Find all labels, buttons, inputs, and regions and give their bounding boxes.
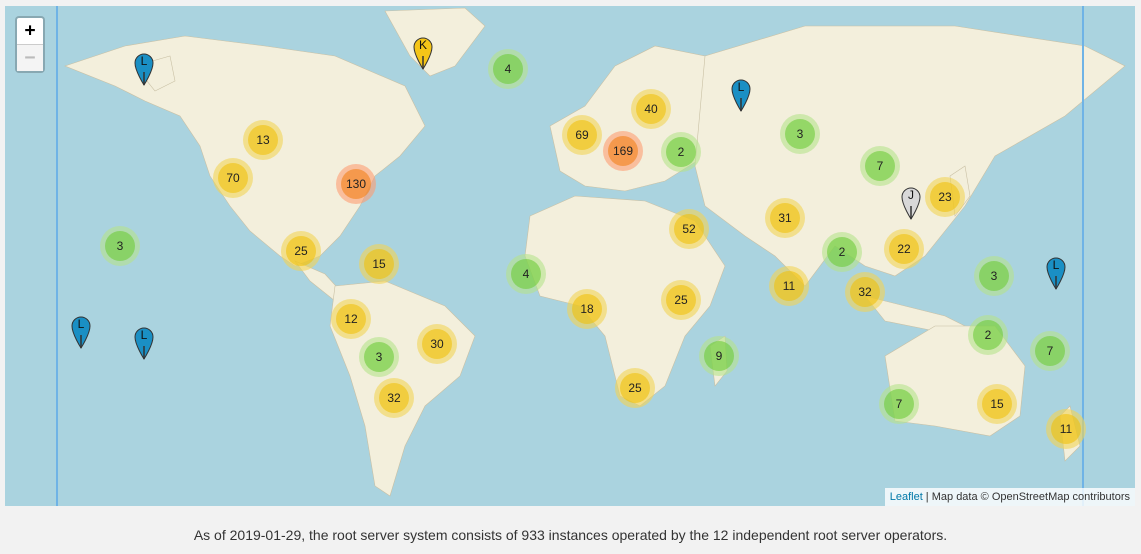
attribution-separator: | — [922, 491, 932, 503]
pin-letter: L — [140, 328, 148, 342]
zoom-out-button[interactable]: − — [17, 45, 43, 71]
cluster-count: 52 — [674, 214, 704, 244]
pin-letter: L — [140, 54, 148, 68]
cluster-count: 13 — [248, 125, 278, 155]
pin-letter: J — [908, 188, 914, 202]
cluster-marker[interactable]: 32 — [845, 272, 885, 312]
cluster-marker[interactable]: 3 — [974, 256, 1014, 296]
pin-letter: K — [418, 38, 427, 52]
cluster-count: 25 — [666, 285, 696, 315]
leaflet-link[interactable]: Leaflet — [889, 491, 923, 503]
cluster-count: 15 — [982, 389, 1012, 419]
cluster-count: 3 — [785, 119, 815, 149]
zoom-in-button[interactable]: + — [17, 18, 43, 45]
cluster-count: 31 — [770, 203, 800, 233]
root-server-pin-icon[interactable]: L — [134, 326, 154, 360]
world-map[interactable]: + − 4 40 69 169 2 3 7 23 13 70 130 3 25 15 4 52 31 2 22 3 11… — [5, 6, 1135, 506]
cluster-marker[interactable]: 13 — [243, 120, 283, 160]
cluster-marker[interactable]: 31 — [765, 198, 805, 238]
cluster-count: 11 — [774, 271, 804, 301]
cluster-marker[interactable]: 22 — [884, 229, 924, 269]
cluster-marker[interactable]: 30 — [417, 324, 457, 364]
root-server-pin-icon[interactable]: L — [1046, 256, 1066, 290]
root-server-pin-icon[interactable]: J — [901, 186, 921, 220]
cluster-count: 2 — [827, 237, 857, 267]
cluster-marker[interactable]: 7 — [1030, 331, 1070, 371]
cluster-marker[interactable]: 2 — [661, 132, 701, 172]
map-attribution: Leaflet | Map data © OpenStreetMap contr… — [884, 488, 1135, 506]
cluster-marker[interactable]: 11 — [769, 266, 809, 306]
cluster-marker[interactable]: 25 — [661, 280, 701, 320]
cluster-count: 2 — [973, 320, 1003, 350]
map-tiles — [56, 6, 1126, 506]
cluster-marker[interactable]: 70 — [213, 158, 253, 198]
cluster-marker[interactable]: 23 — [925, 177, 965, 217]
cluster-count: 4 — [511, 259, 541, 289]
cluster-count: 169 — [608, 136, 638, 166]
cluster-count: 3 — [979, 261, 1009, 291]
cluster-marker[interactable]: 15 — [359, 244, 399, 284]
attribution-text: Map data © OpenStreetMap contributors — [931, 491, 1130, 503]
cluster-marker[interactable]: 12 — [331, 299, 371, 339]
cluster-count: 3 — [364, 342, 394, 372]
cluster-count: 30 — [422, 329, 452, 359]
cluster-marker[interactable]: 32 — [374, 378, 414, 418]
cluster-marker[interactable]: 52 — [669, 209, 709, 249]
cluster-marker[interactable]: 15 — [977, 384, 1017, 424]
root-server-pin-icon[interactable]: L — [71, 315, 91, 349]
pin-letter: L — [1052, 258, 1060, 272]
cluster-marker[interactable]: 11 — [1046, 409, 1086, 449]
cluster-count: 70 — [218, 163, 248, 193]
cluster-count: 4 — [493, 54, 523, 84]
cluster-count: 15 — [364, 249, 394, 279]
cluster-marker[interactable]: 130 — [336, 164, 376, 204]
cluster-marker[interactable]: 2 — [968, 315, 1008, 355]
cluster-count: 9 — [704, 341, 734, 371]
root-server-pin-icon[interactable]: K — [413, 36, 433, 70]
cluster-marker[interactable]: 40 — [631, 89, 671, 129]
pin-letter: L — [737, 80, 745, 94]
cluster-marker[interactable]: 2 — [822, 232, 862, 272]
pin-letter: L — [77, 317, 85, 331]
cluster-marker[interactable]: 25 — [615, 368, 655, 408]
cluster-marker[interactable]: 3 — [780, 114, 820, 154]
root-server-pin-icon[interactable]: L — [731, 78, 751, 112]
cluster-count: 3 — [105, 231, 135, 261]
cluster-marker[interactable]: 9 — [699, 336, 739, 376]
cluster-count: 18 — [572, 294, 602, 324]
cluster-marker[interactable]: 169 — [603, 131, 643, 171]
cluster-marker[interactable]: 18 — [567, 289, 607, 329]
zoom-control: + − — [15, 16, 45, 73]
root-server-pin-icon[interactable]: L — [134, 52, 154, 86]
cluster-marker[interactable]: 4 — [506, 254, 546, 294]
cluster-count: 11 — [1051, 414, 1081, 444]
cluster-count: 32 — [850, 277, 880, 307]
page-caption: As of 2019-01-29, the root server system… — [193, 527, 948, 543]
cluster-marker[interactable]: 7 — [879, 384, 919, 424]
cluster-marker[interactable]: 3 — [100, 226, 140, 266]
cluster-marker[interactable]: 3 — [359, 337, 399, 377]
cluster-marker[interactable]: 4 — [488, 49, 528, 89]
cluster-count: 69 — [567, 120, 597, 150]
cluster-count: 2 — [666, 137, 696, 167]
cluster-count: 40 — [636, 94, 666, 124]
cluster-marker[interactable]: 7 — [860, 146, 900, 186]
cluster-count: 25 — [286, 236, 316, 266]
cluster-count: 22 — [889, 234, 919, 264]
cluster-count: 7 — [884, 389, 914, 419]
cluster-marker[interactable]: 25 — [281, 231, 321, 271]
cluster-marker[interactable]: 69 — [562, 115, 602, 155]
cluster-count: 12 — [336, 304, 366, 334]
cluster-count: 130 — [341, 169, 371, 199]
cluster-count: 7 — [865, 151, 895, 181]
cluster-count: 25 — [620, 373, 650, 403]
cluster-count: 23 — [930, 182, 960, 212]
cluster-count: 32 — [379, 383, 409, 413]
cluster-count: 7 — [1035, 336, 1065, 366]
